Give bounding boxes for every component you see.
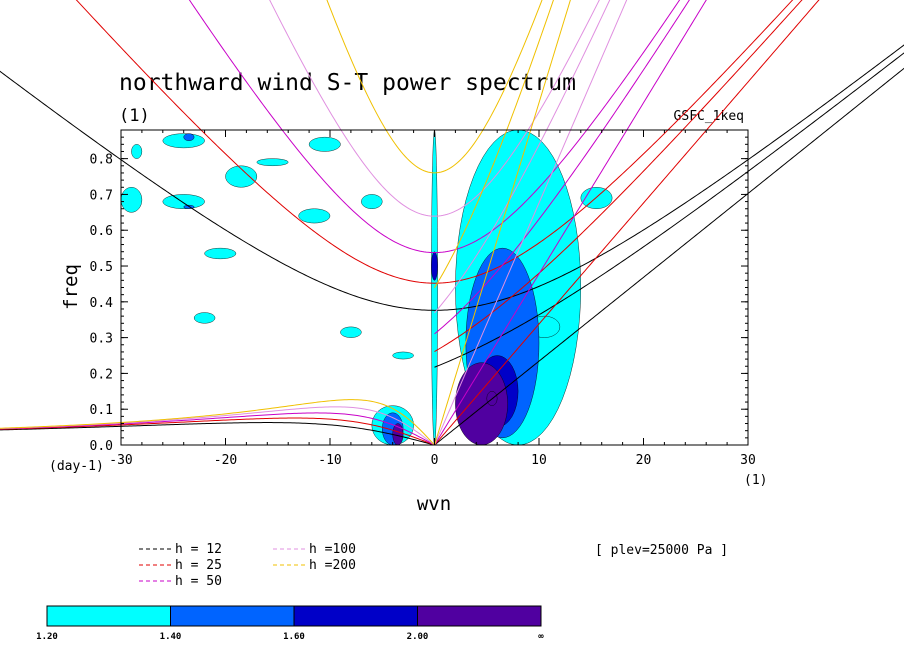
chart-title: northward wind S-T power spectrum: [119, 70, 576, 96]
contour-region: [131, 144, 143, 159]
dispersion-curve-h12-ig: [0, 44, 904, 311]
axis-ticks: -30 -20 -10 0 10 20 30 0.0 0.1 0.2 0.3 0.4 0.5 0.6 0.7…: [90, 129, 756, 468]
y-tick-label: 0.5: [90, 260, 113, 275]
dispersion-curve-h200-ig: [326, 0, 543, 174]
dispersion-curve-h25-er: [0, 417, 435, 445]
x-tick-label: 10: [531, 453, 547, 468]
contour-region: [455, 362, 508, 445]
contour-region: [225, 165, 258, 188]
contour-region: [298, 208, 331, 224]
legend-label: h = 25: [175, 558, 222, 573]
dispersion-curve-h100-ig: [269, 0, 600, 217]
x-tick-label: -30: [109, 453, 132, 468]
x-tick-label: -10: [318, 453, 341, 468]
contour-region: [431, 251, 438, 281]
legend-label: h =200: [309, 558, 356, 573]
contour-region: [204, 247, 237, 260]
contour-region: [308, 136, 341, 152]
x-tick-label: 30: [740, 453, 756, 468]
legend-label: h =100: [309, 542, 356, 557]
legend-label: h = 50: [175, 574, 222, 589]
colorbar-tick-label: ∞: [538, 632, 544, 642]
dispersion-curve-h50-er: [0, 412, 435, 445]
dispersion-curves: [0, 0, 904, 445]
colorbar-tick-label: 2.00: [407, 632, 429, 642]
legend-label: h = 12: [175, 542, 222, 557]
y-tick-label: 0.0: [90, 439, 113, 454]
y-tick-label: 0.4: [90, 296, 114, 311]
y-unit-label: (day-1): [49, 459, 104, 474]
contour-region: [392, 351, 414, 360]
y-axis-label: freq: [60, 264, 82, 310]
chart-subtitle-left: (1): [119, 106, 150, 126]
y-tick-label: 0.3: [90, 332, 113, 347]
contour-region: [183, 133, 195, 141]
colorbar-segment: [46, 605, 171, 627]
colorbar-tick-label: 1.60: [283, 632, 305, 642]
contour-region: [361, 194, 383, 209]
y-tick-label: 0.2: [90, 367, 113, 382]
contour-region: [340, 326, 362, 338]
dispersion-curve-h25-ig: [75, 0, 794, 284]
chart-subtitle-right: GSFC_1keq: [674, 109, 744, 124]
dispersion-curve-h50-kelvin: [434, 0, 707, 445]
contour-regions: [121, 130, 613, 445]
dispersion-curve-h100-kelvin: [434, 0, 628, 445]
dispersion-curve-h100-mrg: [434, 0, 611, 314]
colorbar-tick-label: 1.40: [160, 632, 182, 642]
dispersion-curve-h200-kelvin: [434, 0, 571, 445]
colorbar-segment: [417, 605, 542, 627]
contour-region: [256, 158, 289, 166]
y-tick-label: 0.8: [90, 153, 113, 168]
y-tick-label: 0.6: [90, 224, 113, 239]
dispersion-curve-h200-er: [0, 399, 435, 445]
colorbar-segment: [293, 605, 418, 627]
colorbar-segment: [170, 605, 295, 627]
x-tick-label: -20: [214, 453, 237, 468]
colorbar: 1.20 1.40 1.60 2.00 ∞: [36, 605, 544, 642]
contour-region: [162, 133, 205, 149]
x-tick-label: 0: [431, 453, 439, 468]
x-unit-label: (1): [744, 473, 767, 488]
x-tick-label: 20: [636, 453, 652, 468]
dispersion-curve-h50-ig: [188, 0, 681, 254]
y-tick-label: 0.7: [90, 188, 113, 203]
plev-annotation: [ plev=25000 Pa ]: [595, 543, 728, 558]
contour-region: [162, 194, 205, 209]
dispersion-curve-h200-mrg: [434, 0, 554, 289]
contour-region: [121, 187, 143, 213]
dispersion-curve-h50-mrg: [434, 0, 690, 335]
x-axis-label: wvn: [417, 493, 451, 515]
y-tick-label: 0.1: [90, 403, 113, 418]
contour-region: [193, 312, 216, 324]
dispersion-curve-h25-kelvin: [434, 0, 820, 445]
colorbar-tick-label: 1.20: [36, 632, 58, 642]
